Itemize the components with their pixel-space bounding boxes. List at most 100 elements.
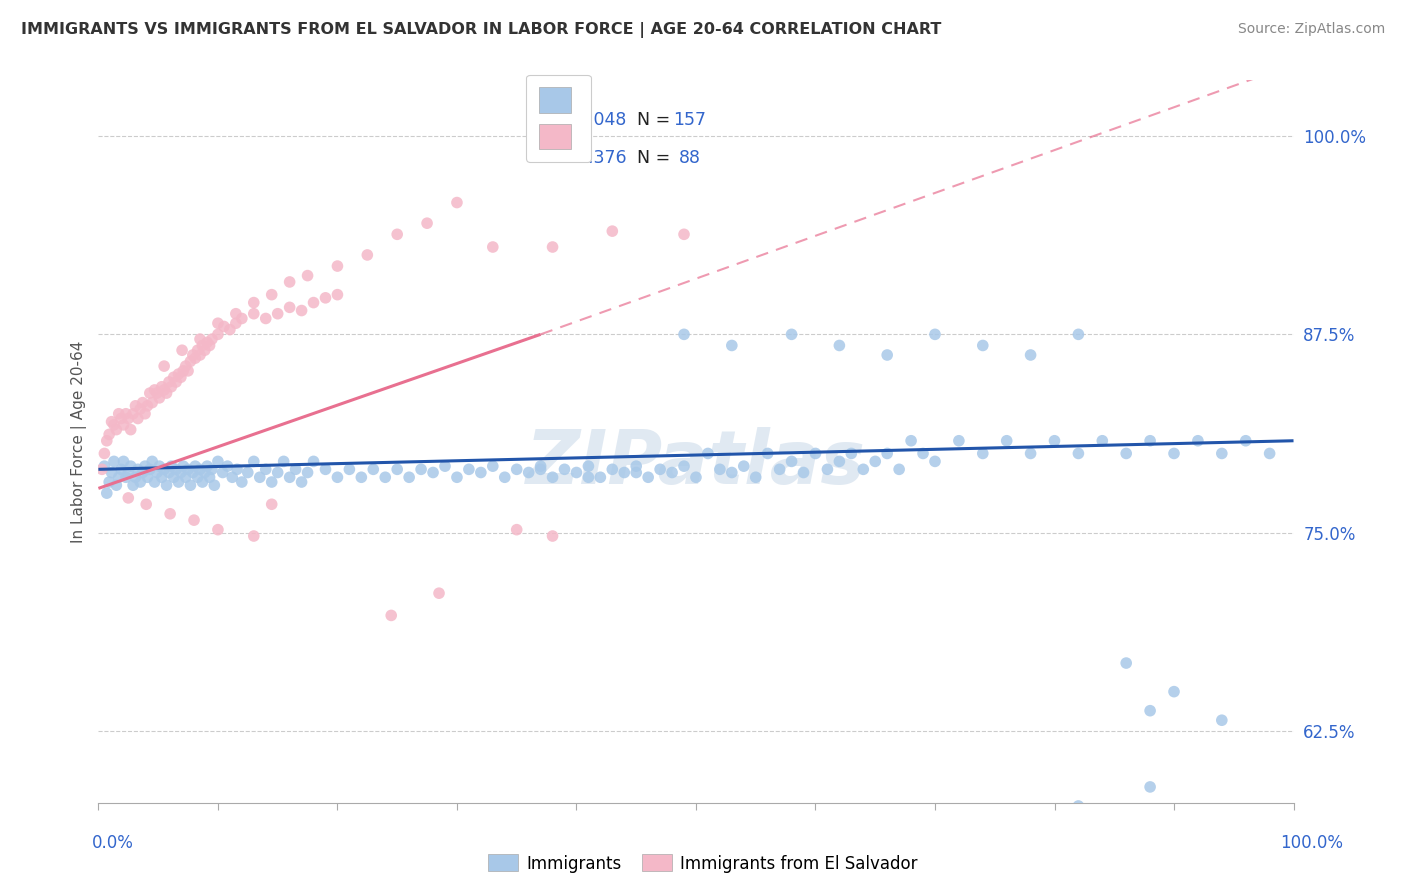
Point xyxy=(141,395,163,409)
Point xyxy=(1115,656,1137,670)
Point xyxy=(184,351,207,366)
Point xyxy=(756,446,779,460)
Point xyxy=(363,462,385,476)
Point xyxy=(315,462,337,476)
Point xyxy=(122,478,145,492)
Text: ZIPatlas: ZIPatlas xyxy=(526,426,866,500)
Point xyxy=(273,454,295,468)
Point xyxy=(195,459,218,474)
Point xyxy=(146,466,169,480)
Point xyxy=(112,454,135,468)
Point xyxy=(139,386,162,401)
Point xyxy=(326,259,349,273)
Point xyxy=(602,224,624,238)
Point xyxy=(231,475,253,489)
Point xyxy=(201,462,224,476)
Point xyxy=(134,459,156,474)
Point xyxy=(828,454,851,468)
Point xyxy=(207,523,229,537)
Point xyxy=(91,462,114,476)
Point xyxy=(852,462,875,476)
Text: N =: N = xyxy=(637,149,671,167)
Point xyxy=(841,446,863,460)
Point xyxy=(374,470,396,484)
Point xyxy=(159,507,181,521)
Point xyxy=(207,327,229,342)
Point xyxy=(194,343,217,358)
Point xyxy=(434,459,457,474)
Point xyxy=(315,291,337,305)
Point xyxy=(179,354,201,368)
Point xyxy=(578,470,600,484)
Point xyxy=(326,470,349,484)
Point xyxy=(1258,446,1281,460)
Point xyxy=(648,462,672,476)
Point xyxy=(179,478,201,492)
Point xyxy=(105,423,128,437)
Point xyxy=(181,348,204,362)
Point xyxy=(141,454,163,468)
Text: 157: 157 xyxy=(673,111,706,128)
Point xyxy=(900,434,922,448)
Point xyxy=(112,417,135,432)
Point xyxy=(103,417,125,432)
Point xyxy=(1187,434,1209,448)
Point xyxy=(1163,684,1185,698)
Text: 0.048: 0.048 xyxy=(578,111,627,128)
Point xyxy=(1211,446,1233,460)
Point xyxy=(291,303,314,318)
Point xyxy=(1139,434,1161,448)
Point xyxy=(326,287,349,301)
Point xyxy=(212,319,235,334)
Point xyxy=(131,395,153,409)
Point xyxy=(148,391,170,405)
Point xyxy=(721,466,744,480)
Point xyxy=(278,275,301,289)
Point xyxy=(1091,434,1114,448)
Point xyxy=(565,466,588,480)
Point xyxy=(225,307,247,321)
Point xyxy=(1139,704,1161,718)
Point xyxy=(470,466,492,480)
Y-axis label: In Labor Force | Age 20-64: In Labor Force | Age 20-64 xyxy=(72,341,87,542)
Point xyxy=(181,466,204,480)
Point xyxy=(217,459,239,474)
Point xyxy=(167,367,190,381)
Point xyxy=(339,462,361,476)
Point xyxy=(243,295,266,310)
Point xyxy=(187,343,209,358)
Point xyxy=(626,466,648,480)
Point xyxy=(416,216,439,230)
Point xyxy=(120,423,142,437)
Point xyxy=(995,434,1018,448)
Point xyxy=(733,459,755,474)
Point xyxy=(481,459,505,474)
Point xyxy=(129,402,152,417)
Point xyxy=(170,370,193,384)
Text: 0.0%: 0.0% xyxy=(91,834,134,852)
Point xyxy=(780,327,803,342)
Point xyxy=(302,295,325,310)
Point xyxy=(972,338,994,352)
Point xyxy=(494,470,516,484)
Point xyxy=(195,335,218,350)
Point xyxy=(150,380,173,394)
Point xyxy=(139,462,162,476)
Point xyxy=(1019,446,1042,460)
Text: N =: N = xyxy=(637,111,671,128)
Point xyxy=(278,470,301,484)
Point xyxy=(815,462,838,476)
Point xyxy=(458,462,481,476)
Point xyxy=(267,307,290,321)
Point xyxy=(160,380,183,394)
Point xyxy=(188,348,211,362)
Point xyxy=(187,470,209,484)
Point xyxy=(177,364,200,378)
Point xyxy=(148,459,170,474)
Point xyxy=(924,454,946,468)
Point xyxy=(157,466,180,480)
Point xyxy=(350,470,373,484)
Point xyxy=(422,466,444,480)
Point xyxy=(249,470,271,484)
Point xyxy=(302,454,325,468)
